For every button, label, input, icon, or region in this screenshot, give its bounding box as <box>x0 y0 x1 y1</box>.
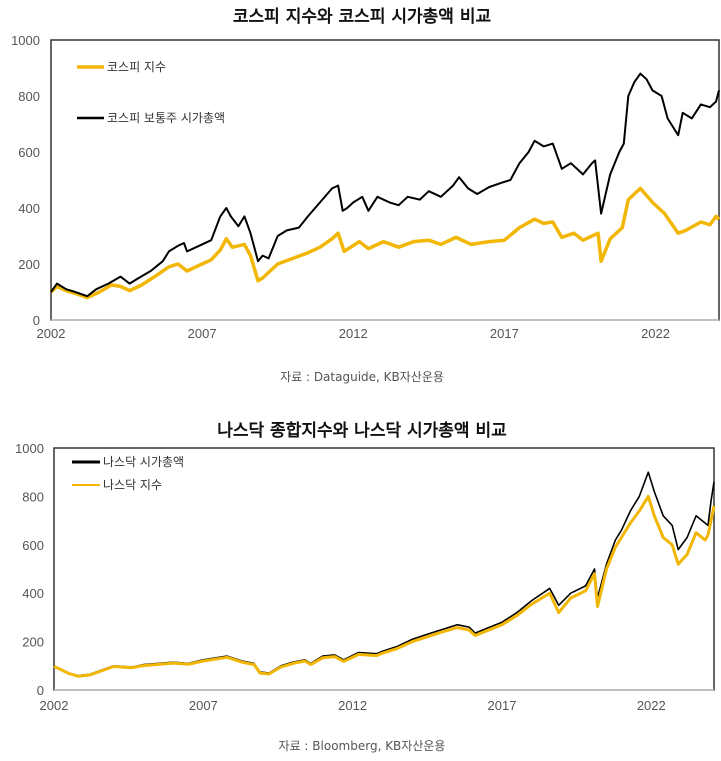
series-line-0 <box>49 186 721 300</box>
x-tick-label: 2012 <box>339 326 368 341</box>
y-tick-label: 200 <box>18 257 40 272</box>
source-note: 자료 : Bloomberg, KB자산운용 <box>279 739 446 753</box>
y-tick-label: 800 <box>22 489 44 504</box>
x-tick-label: 2002 <box>37 326 66 341</box>
y-tick-label: 600 <box>18 145 40 160</box>
y-tick-label: 1000 <box>11 33 40 48</box>
legend-label: 나스닥 지수 <box>103 478 162 492</box>
x-tick-label: 2022 <box>637 698 666 713</box>
legend-label: 나스닥 시가총액 <box>103 455 184 469</box>
x-tick-label: 2007 <box>188 326 217 341</box>
y-tick-label: 800 <box>18 89 40 104</box>
chart-title: 나스닥 종합지수와 나스닥 시가총액 비교 <box>217 420 507 441</box>
x-tick-label: 2022 <box>641 326 670 341</box>
nasdaq-chart: 나스닥 종합지수와 나스닥 시가총액 비교 0 200 400 600 800 1000 2… <box>15 420 716 753</box>
source-note: 자료 : Dataguide, KB자산운용 <box>280 370 444 384</box>
legend-label: 코스피 지수 <box>107 60 166 74</box>
y-tick-label: 400 <box>18 201 40 216</box>
y-tick-label: 600 <box>22 538 44 553</box>
x-tick-label: 2017 <box>488 698 517 713</box>
x-tick-label: 2002 <box>40 698 69 713</box>
y-tick-label: 0 <box>37 683 44 698</box>
y-tick-label: 400 <box>22 586 44 601</box>
y-tick-label: 0 <box>33 313 40 328</box>
legend: 코스피 지수 코스피 보통주 시가총액 <box>77 60 225 125</box>
chart-title: 코스피 지수와 코스피 시가총액 비교 <box>233 7 492 27</box>
series-line-0 <box>53 471 715 677</box>
x-tick-label: 2012 <box>338 698 367 713</box>
series-line-1 <box>50 72 720 298</box>
y-tick-label: 1000 <box>15 441 44 456</box>
legend: 나스닥 시가총액 나스닥 지수 <box>72 455 184 492</box>
x-tick-label: 2017 <box>490 326 519 341</box>
series-line-1 <box>53 494 716 678</box>
legend-label: 코스피 보통주 시가총액 <box>107 111 225 125</box>
y-tick-label: 200 <box>22 635 44 650</box>
x-tick-label: 2007 <box>189 698 218 713</box>
kospi-chart: 코스피 지수와 코스피 시가총액 비교 0 200 400 600 800 1000 200… <box>11 7 721 384</box>
